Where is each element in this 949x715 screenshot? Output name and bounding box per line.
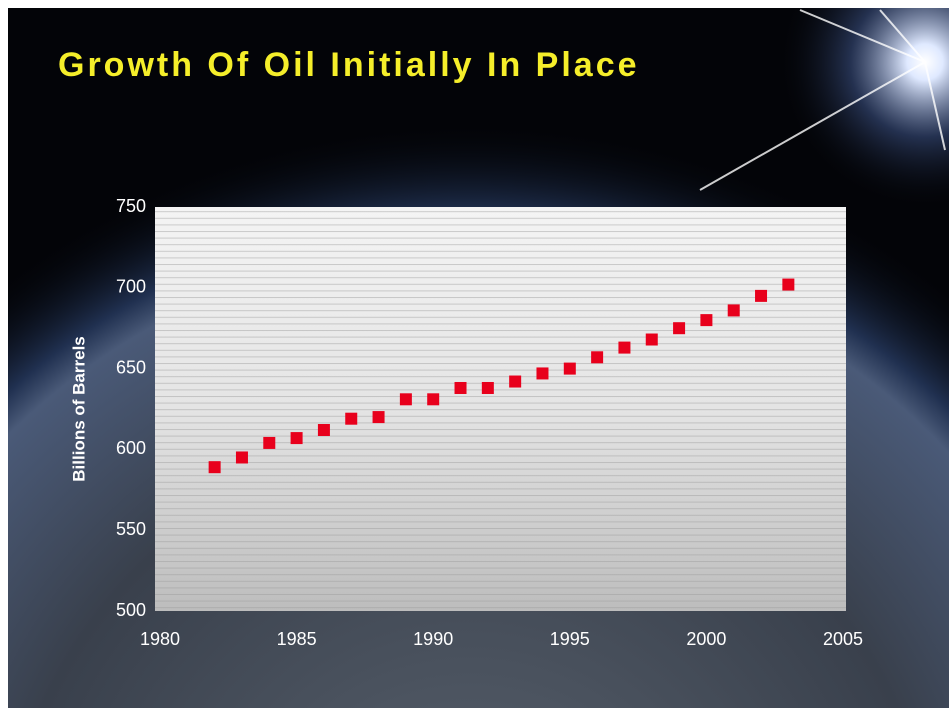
y-axis-label: Billions of Barrels — [69, 336, 88, 481]
y-tick-label: 750 — [116, 196, 146, 216]
point — [317, 424, 330, 437]
point — [563, 362, 576, 375]
x-tick-label: 1980 — [140, 629, 180, 649]
y-tick-label: 600 — [116, 438, 146, 458]
point — [263, 436, 276, 449]
x-tick-label: 1995 — [550, 629, 590, 649]
point — [208, 461, 221, 474]
point — [454, 381, 467, 394]
plot-texture — [155, 207, 846, 611]
point — [591, 351, 604, 364]
x-tick-label: 2000 — [686, 629, 726, 649]
point — [727, 304, 740, 317]
point — [536, 367, 549, 380]
point — [645, 333, 658, 346]
point — [618, 341, 631, 354]
sun-rays — [699, 9, 946, 191]
point — [755, 289, 768, 302]
point — [427, 393, 440, 406]
x-tick-label: 1990 — [413, 629, 453, 649]
x-tick-label: 1985 — [277, 629, 317, 649]
x-tick-label: 2005 — [823, 629, 863, 649]
point — [782, 278, 795, 291]
point — [290, 432, 303, 445]
point — [509, 375, 522, 388]
point — [235, 451, 248, 464]
point — [673, 322, 686, 335]
y-tick-label: 700 — [116, 277, 146, 297]
chart-title: Growth Of Oil Initially In Place — [58, 46, 640, 84]
point — [399, 393, 412, 406]
point — [372, 411, 385, 424]
y-tick-label: 650 — [116, 357, 146, 377]
y-tick-label: 500 — [116, 600, 146, 620]
point — [700, 314, 713, 327]
y-tick-label: 550 — [116, 519, 146, 539]
point — [481, 381, 494, 394]
point — [345, 412, 358, 425]
